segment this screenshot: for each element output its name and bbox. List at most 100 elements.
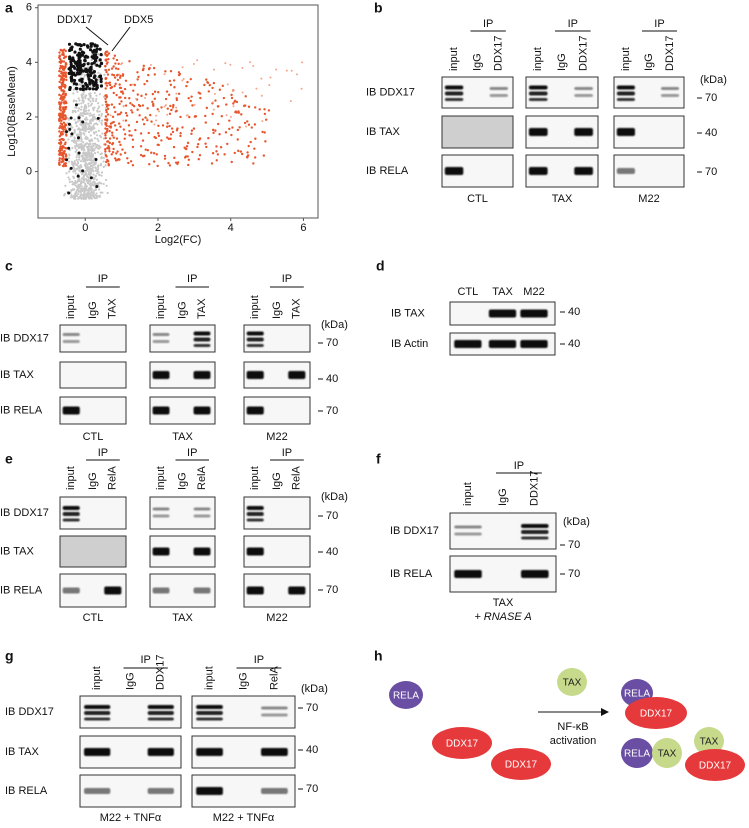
background-point	[136, 108, 139, 111]
background-point	[59, 133, 62, 137]
background-point	[173, 86, 176, 89]
background-point	[197, 158, 200, 161]
background-point	[85, 135, 88, 138]
background-point	[228, 127, 231, 131]
background-point	[93, 137, 96, 140]
background-point	[97, 107, 100, 110]
blot-band	[574, 167, 593, 175]
background-point	[157, 124, 160, 128]
background-point	[94, 78, 98, 82]
blot-band	[521, 530, 549, 534]
background-point	[75, 149, 78, 152]
background-point	[141, 118, 145, 121]
background-point	[138, 114, 141, 117]
background-point	[109, 86, 112, 90]
background-point	[242, 104, 246, 108]
background-point	[61, 93, 65, 96]
background-point	[99, 61, 104, 65]
background-point	[123, 96, 127, 100]
background-point	[92, 83, 96, 87]
unit-label: (kDa)	[321, 491, 348, 503]
background-point	[81, 172, 84, 176]
background-point	[88, 87, 92, 91]
condition-label: CTL	[83, 612, 104, 624]
background-point	[98, 74, 102, 79]
background-point	[113, 124, 117, 127]
background-point	[88, 124, 91, 127]
background-point	[263, 131, 266, 134]
node-label: RELA	[624, 689, 650, 700]
background-point	[131, 103, 134, 107]
blot-band	[62, 340, 80, 343]
background-point	[84, 166, 88, 169]
background-point	[58, 126, 61, 130]
background-point	[163, 154, 167, 158]
background-point	[121, 148, 124, 151]
background-point	[214, 129, 217, 132]
background-point	[172, 103, 175, 107]
blot-band	[152, 547, 170, 556]
blot-band	[528, 128, 548, 136]
background-point	[92, 126, 95, 129]
blot-band	[616, 85, 635, 90]
background-point	[97, 147, 101, 150]
background-point	[77, 177, 81, 180]
marker-label: 40	[306, 744, 318, 756]
background-point	[82, 174, 85, 178]
background-point	[127, 161, 130, 165]
background-point	[85, 194, 88, 197]
background-point	[250, 126, 253, 129]
blot-band	[246, 337, 264, 342]
background-point	[94, 80, 98, 84]
background-point	[172, 79, 176, 82]
lane-label: input	[203, 666, 215, 690]
background-point	[187, 158, 191, 161]
background-point	[68, 154, 71, 157]
background-point	[69, 116, 73, 120]
background-point	[95, 44, 99, 48]
background-point	[178, 72, 182, 76]
background-point	[164, 70, 167, 73]
background-point	[119, 111, 123, 114]
background-point	[92, 53, 96, 57]
background-point	[73, 130, 76, 133]
row-label: IB TAX	[391, 307, 425, 319]
background-point	[212, 131, 215, 135]
background-point	[131, 138, 135, 141]
background-point	[122, 128, 126, 131]
background-point	[62, 110, 66, 113]
background-point	[94, 130, 98, 134]
background-point	[91, 142, 95, 145]
background-point	[206, 81, 210, 84]
background-point	[64, 123, 67, 126]
background-point	[128, 60, 131, 63]
node-label: DDX17	[505, 760, 538, 771]
background-point	[76, 136, 80, 140]
background-point	[110, 67, 114, 70]
background-point	[87, 73, 91, 78]
background-point	[74, 103, 78, 107]
background-point	[165, 90, 169, 93]
background-point	[75, 140, 78, 143]
background-point	[192, 127, 196, 130]
background-point	[68, 178, 71, 181]
background-point	[153, 135, 156, 139]
node-label: TAX	[658, 749, 677, 760]
background-point	[75, 189, 79, 192]
background-point	[136, 93, 139, 96]
background-point	[65, 130, 69, 134]
background-point	[179, 134, 182, 138]
background-point	[177, 92, 181, 95]
background-point	[63, 72, 66, 75]
background-point	[249, 140, 252, 144]
background-point	[76, 120, 79, 123]
background-point	[64, 153, 67, 156]
background-point	[241, 91, 244, 94]
background-point	[82, 148, 86, 151]
blot-group	[191, 695, 296, 808]
lane-label: input	[620, 47, 632, 71]
row-label: IB TAX	[5, 746, 39, 758]
background-point	[169, 133, 173, 136]
background-point	[144, 96, 147, 99]
background-point	[104, 53, 107, 56]
